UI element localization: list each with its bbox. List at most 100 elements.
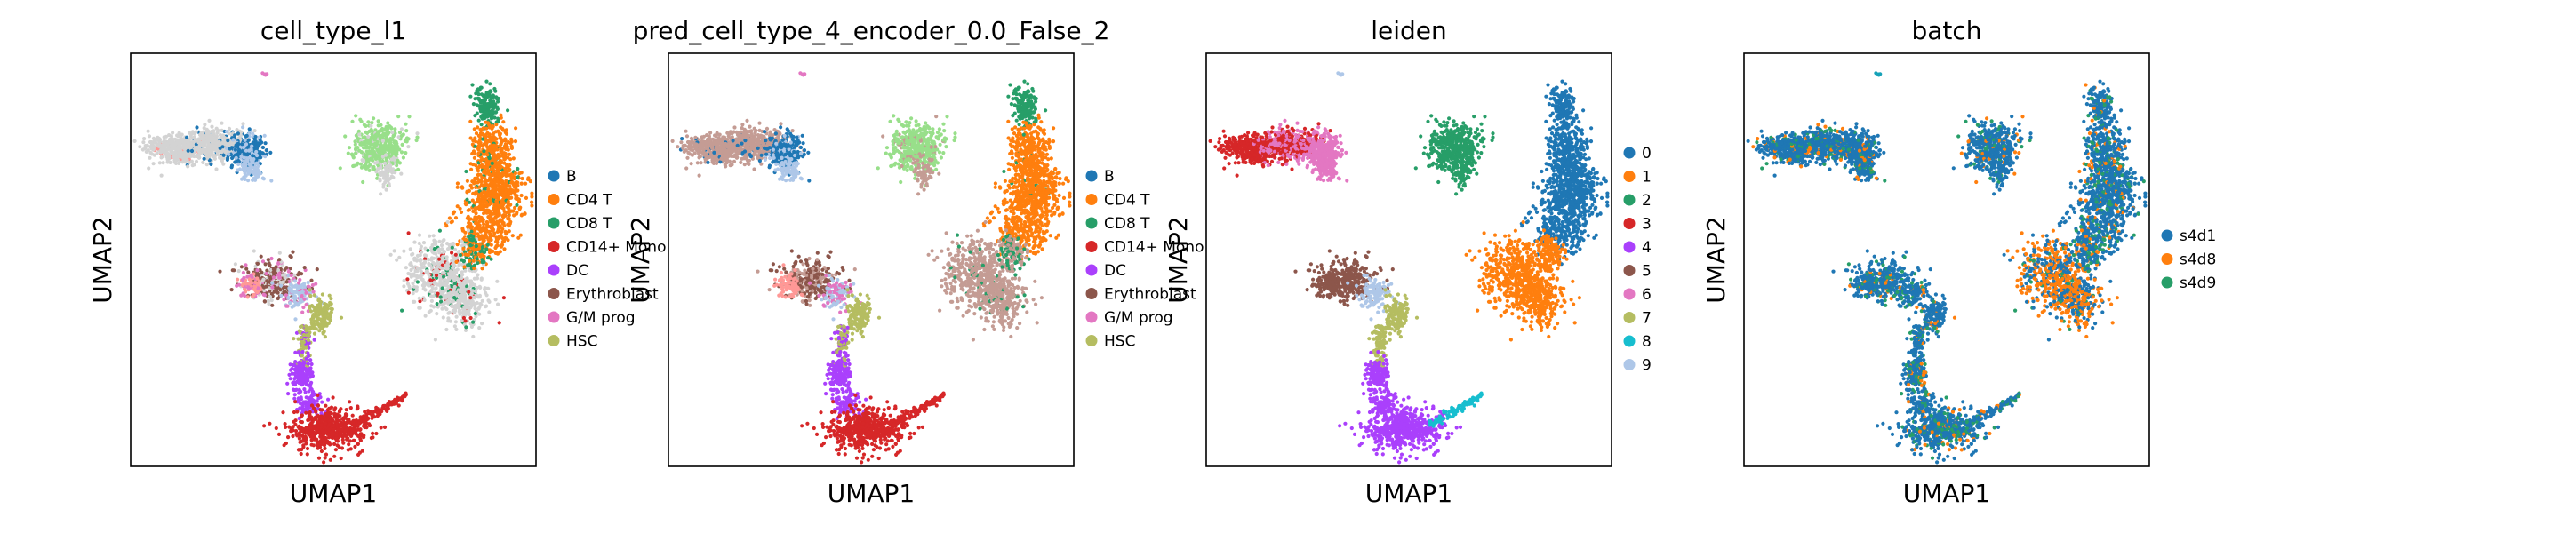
scatter-point <box>468 94 473 99</box>
scatter-point <box>479 191 484 195</box>
scatter-point <box>241 282 245 287</box>
scatter-point <box>378 177 382 181</box>
scatter-point <box>379 165 383 170</box>
scatter-point <box>215 152 220 156</box>
scatter-point <box>236 282 242 287</box>
scatter-point <box>370 146 374 150</box>
scatter-point <box>204 163 209 167</box>
scatter-point <box>503 191 508 195</box>
scatter-point <box>300 324 304 329</box>
scatter-point <box>496 302 500 306</box>
scatter-point <box>372 116 376 121</box>
scatter-point <box>352 163 356 168</box>
scatter-point <box>513 189 517 194</box>
scatter-point <box>488 237 492 242</box>
scatter-point <box>322 330 326 334</box>
scatter-point <box>252 249 256 253</box>
scatter-point <box>387 182 391 187</box>
scatter-point <box>270 281 275 285</box>
scatter-point <box>324 314 328 318</box>
scatter-point <box>436 262 440 266</box>
scatter-point <box>475 285 479 290</box>
scatter-point <box>329 411 333 416</box>
scatter-point <box>304 324 308 329</box>
scatter-point <box>156 135 160 139</box>
scatter-point <box>404 151 408 155</box>
scatter-point <box>489 219 493 224</box>
scatter-point <box>201 160 205 164</box>
scatter-point <box>249 158 253 163</box>
scatter-point <box>362 163 366 169</box>
scatter-point <box>350 413 355 418</box>
scatter-point <box>301 305 306 310</box>
scatter-point <box>506 108 510 113</box>
scatter-point <box>306 406 310 410</box>
scatter-point <box>508 167 512 171</box>
scatter-point <box>478 236 483 241</box>
scatter-point <box>244 282 248 286</box>
scatter-point <box>452 324 457 329</box>
scatter-point <box>221 153 226 157</box>
scatter-point <box>481 137 485 141</box>
scatter-point <box>508 219 513 224</box>
scatter-point <box>432 280 437 284</box>
scatter-point <box>412 272 416 276</box>
scatter-point <box>309 380 314 385</box>
scatter-point <box>300 374 305 378</box>
scatter-point <box>173 161 179 165</box>
scatter-point <box>464 169 468 174</box>
scatter-point <box>174 150 179 155</box>
scatter-point <box>273 271 278 275</box>
scatter-point <box>326 321 331 325</box>
scatter-point <box>438 279 443 283</box>
scatter-point <box>151 147 156 152</box>
scatter-point <box>197 153 202 157</box>
scatter-point <box>519 171 524 175</box>
scatter-point <box>516 166 520 171</box>
scatter-point <box>350 119 355 123</box>
scatter-point <box>504 232 508 236</box>
scatter-point <box>460 258 464 262</box>
scatter-point <box>434 286 438 290</box>
scatter-point <box>309 421 314 426</box>
scatter-point <box>388 140 393 145</box>
scatter-point <box>304 346 308 350</box>
scatter-point <box>298 360 302 365</box>
scatter-point <box>261 277 266 282</box>
scatter-point <box>360 449 364 453</box>
scatter-point <box>429 290 434 294</box>
scatter-point <box>301 332 307 338</box>
scatter-point <box>381 172 387 177</box>
scatter-point <box>503 137 508 141</box>
scatter-point <box>446 295 451 299</box>
scatter-point <box>490 228 494 233</box>
scatter-point <box>443 263 447 267</box>
scatter-point <box>427 273 431 277</box>
scatter-point <box>365 158 370 163</box>
scatter-point <box>304 436 309 441</box>
scatter-points <box>132 71 534 465</box>
scatter-point <box>442 301 447 306</box>
scatter-point <box>188 153 192 157</box>
scatter-point <box>367 139 372 143</box>
scatter-point <box>447 216 452 220</box>
scatter-point <box>234 155 238 160</box>
scatter-point <box>441 255 445 259</box>
scatter-point <box>468 315 473 321</box>
scatter-point <box>196 149 202 154</box>
scatter-point <box>304 290 308 295</box>
scatter-point <box>286 392 291 396</box>
scatter-point <box>373 132 379 137</box>
scatter-point <box>254 161 259 165</box>
scatter-point <box>212 131 216 137</box>
scatter-point <box>399 171 404 176</box>
scatter-point <box>268 150 273 155</box>
scatter-point <box>485 102 491 107</box>
scatter-point <box>261 285 267 290</box>
scatter-point <box>243 287 247 291</box>
scatter-point <box>450 245 454 250</box>
scatter-point <box>323 302 327 306</box>
scatter-point <box>492 143 496 147</box>
scatter-point <box>380 143 384 147</box>
scatter-point <box>251 294 255 298</box>
